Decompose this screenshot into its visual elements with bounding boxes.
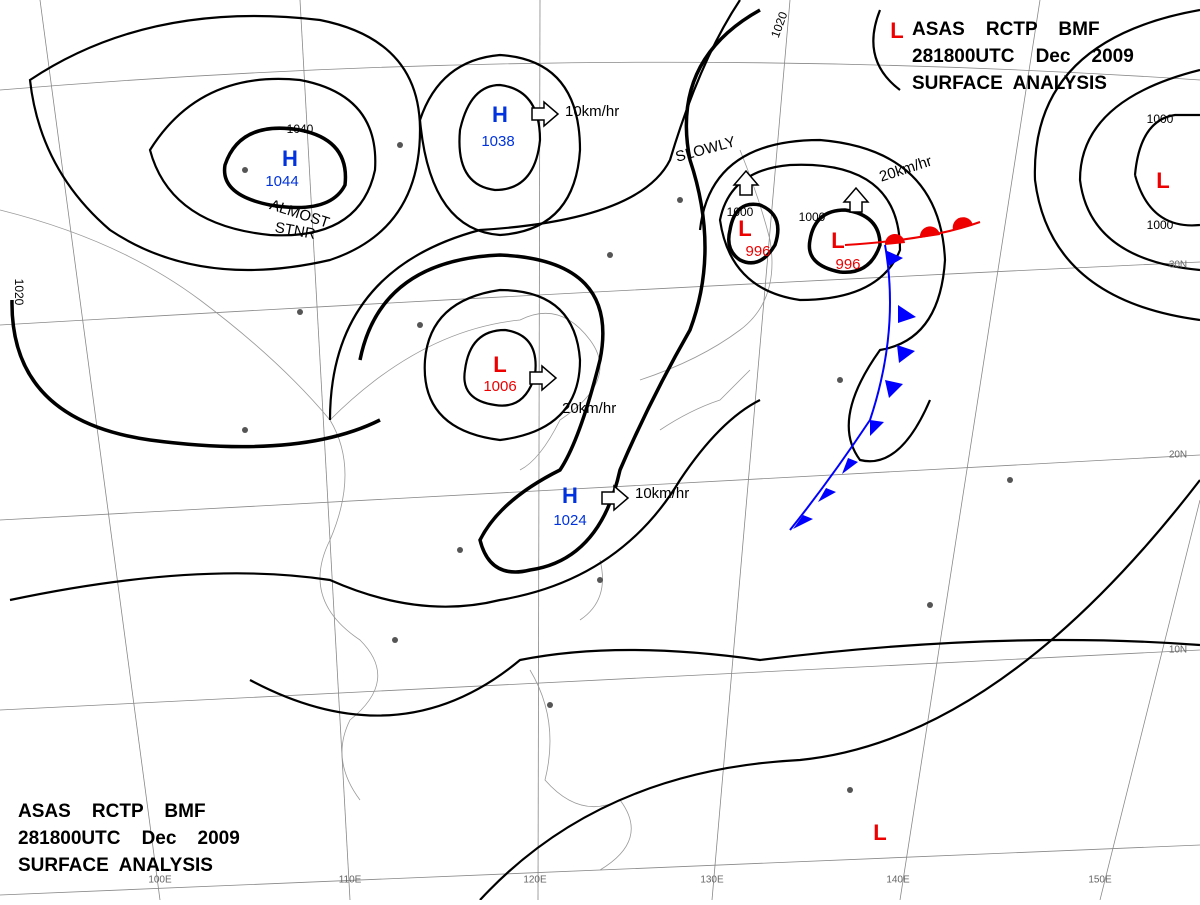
pressure-center-symbol: L <box>890 18 903 43</box>
header-line: 281800UTC Dec 2009 <box>912 46 1134 67</box>
header-line: ASAS RCTP BMF <box>18 801 206 822</box>
isobar-label: 1020 <box>12 279 26 306</box>
isobar-label: 1000 <box>799 210 826 224</box>
pressure-center-symbol: L <box>1156 168 1169 193</box>
header-line: ASAS RCTP BMF <box>912 19 1100 40</box>
longitude-label: 110E <box>339 875 362 886</box>
longitude-label: 140E <box>886 875 910 886</box>
warm-front-symbols <box>884 217 973 245</box>
latitude-label: 30N <box>1169 260 1187 271</box>
cold-front <box>789 244 891 531</box>
motion-label: 10km/hr <box>635 485 689 502</box>
pressure-center-symbol: H <box>282 146 298 171</box>
coastlines <box>0 149 773 871</box>
cold-front-symbols <box>793 250 916 529</box>
longitude-label: 100E <box>148 875 172 886</box>
pressure-center-symbol: H <box>562 483 578 508</box>
isobar-label: 1000 <box>1147 218 1174 232</box>
isobars <box>9 0 1200 901</box>
longitude-label: 150E <box>1088 875 1112 886</box>
pressure-center-symbol: H <box>492 102 508 127</box>
isobar-label: 1000 <box>1147 112 1174 126</box>
pressure-center-value: 1044 <box>265 173 298 190</box>
pressure-center-value: 996 <box>745 243 770 260</box>
pressure-center-symbol: L <box>738 216 751 241</box>
pressure-center-symbol: L <box>493 352 506 377</box>
pressure-center-symbol: L <box>831 228 844 253</box>
header-line: SURFACE ANALYSIS <box>18 855 213 876</box>
pressure-center-value: 996 <box>835 256 860 273</box>
latitude-label: 10N <box>1169 645 1187 656</box>
pressure-center-value: 1038 <box>481 133 514 150</box>
isobar-label: 1040 <box>287 122 314 136</box>
motion-label: STNR <box>274 219 317 243</box>
motion-label: 10km/hr <box>565 103 619 120</box>
header-line: 281800UTC Dec 2009 <box>18 828 240 849</box>
motion-arrows <box>529 100 870 512</box>
station-plots <box>242 142 1013 793</box>
pressure-center-value: 1006 <box>483 378 516 395</box>
fronts <box>789 217 981 531</box>
longitude-label: 120E <box>523 875 547 886</box>
pressure-center-symbol: L <box>873 820 886 845</box>
latitude-label: 20N <box>1169 450 1187 461</box>
header-line: SURFACE ANALYSIS <box>912 73 1107 94</box>
isobar-label: 1000 <box>727 205 754 219</box>
longitude-label: 130E <box>700 875 724 886</box>
motion-label: 20km/hr <box>562 400 616 417</box>
pressure-center-value: 1024 <box>553 512 586 529</box>
